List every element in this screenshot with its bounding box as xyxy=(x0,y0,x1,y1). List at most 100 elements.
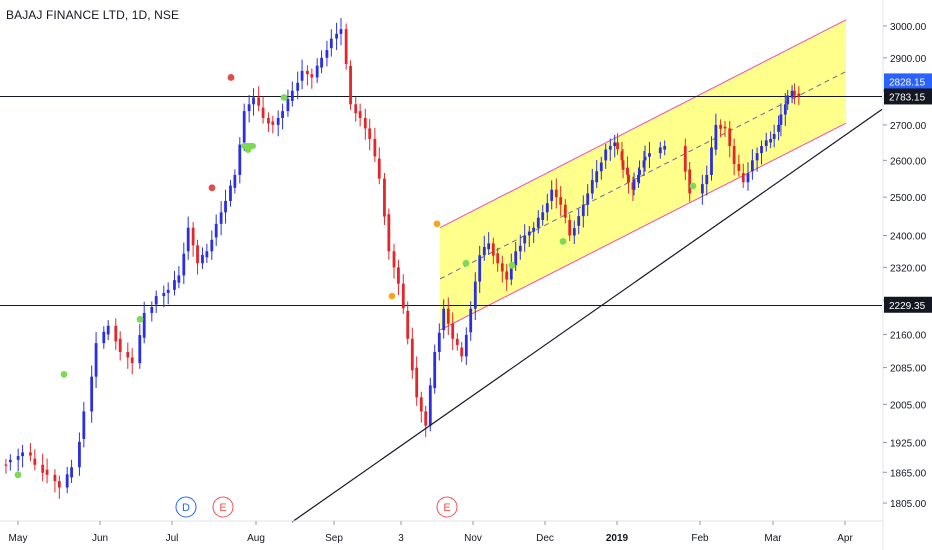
chart-title: BAJAJ FINANCE LTD, 1D, NSE xyxy=(6,8,180,22)
candle-body xyxy=(779,114,783,125)
time-tick-label: Feb xyxy=(691,533,709,544)
candle-body xyxy=(473,281,477,309)
candle-body xyxy=(532,227,536,232)
price-tick-label: 1925.00 xyxy=(890,439,927,450)
candle-body xyxy=(755,153,759,161)
candle-body xyxy=(90,376,94,412)
candle-body xyxy=(559,197,563,205)
signal-marker xyxy=(433,220,441,228)
candle-body xyxy=(638,169,641,175)
candle-body xyxy=(242,111,246,143)
candle-body xyxy=(65,474,69,488)
candle-body xyxy=(363,117,367,129)
candle-body xyxy=(627,174,630,183)
candle-body xyxy=(700,184,704,194)
event-badge-label: D xyxy=(182,502,190,514)
candle-body xyxy=(737,163,741,171)
candle-body xyxy=(626,167,629,175)
signal-marker xyxy=(388,292,396,300)
price-tick-label: 1805.00 xyxy=(890,499,927,510)
signal-marker xyxy=(559,237,567,245)
candle-body xyxy=(491,243,495,256)
candle-body xyxy=(191,227,195,246)
candle-body xyxy=(21,452,24,457)
support-trendline[interactable] xyxy=(291,108,883,523)
candle-body xyxy=(8,459,12,463)
candle-body xyxy=(541,212,545,220)
candle-body xyxy=(487,243,491,250)
candle-body xyxy=(306,70,309,75)
candle-body xyxy=(428,385,432,426)
candle-body xyxy=(150,307,154,313)
candle-body xyxy=(437,332,441,352)
candle-body xyxy=(233,174,237,188)
candle-body xyxy=(4,464,8,466)
channel-median-line xyxy=(439,71,847,280)
candle-body xyxy=(433,351,437,389)
signal-marker xyxy=(136,315,144,323)
candle-body xyxy=(568,219,572,236)
candle-body xyxy=(719,124,723,129)
candle-body xyxy=(329,38,333,49)
candle-body xyxy=(182,253,186,276)
candle-body xyxy=(723,126,727,129)
candle-body xyxy=(777,124,780,132)
candle-body xyxy=(252,97,255,105)
candle-body xyxy=(637,174,640,183)
candle-body xyxy=(621,160,625,170)
event-badge-circle xyxy=(212,496,234,518)
candle-body xyxy=(315,65,319,78)
candle-body xyxy=(387,214,391,252)
candle-body xyxy=(632,180,636,190)
candle-body xyxy=(173,280,176,290)
time-tick-label: Sep xyxy=(325,533,343,544)
candle-body xyxy=(257,97,261,106)
signal-marker xyxy=(508,261,516,269)
time-axis[interactable]: May Jun Jul Aug Sep 3 Nov Dec 2019 Feb Mar Apr xyxy=(0,520,883,544)
price-tick-label: 1865.00 xyxy=(890,468,927,479)
channel-lower-line xyxy=(439,122,847,331)
candle-body xyxy=(705,174,709,185)
signal-marker xyxy=(227,74,235,81)
price-tick-label: 2320.00 xyxy=(890,263,927,274)
candle-body xyxy=(505,271,509,280)
horizontal-levels[interactable] xyxy=(0,96,882,306)
candle-body xyxy=(130,357,134,364)
candle-body xyxy=(415,367,419,398)
price-axis[interactable]: 3000.002900.002800.002700.002600.002500.… xyxy=(882,0,932,550)
candle-body xyxy=(33,458,37,465)
candle-body xyxy=(478,255,482,282)
candle-body xyxy=(769,138,773,143)
candle-body xyxy=(790,90,794,98)
candle-body xyxy=(114,325,118,342)
price-tick-label: 2005.00 xyxy=(890,400,927,411)
candle-body xyxy=(613,142,617,147)
candle-body xyxy=(392,251,396,268)
candle-body xyxy=(648,153,651,157)
candle-body xyxy=(296,82,300,91)
time-tick-label: Nov xyxy=(464,533,482,544)
candle-body xyxy=(577,216,581,226)
price-tick-label: 2400.00 xyxy=(890,232,927,243)
candle-body xyxy=(186,227,190,252)
trend-channel[interactable] xyxy=(439,19,847,331)
candle-body xyxy=(460,347,464,357)
candle-body xyxy=(523,235,527,244)
candle-body xyxy=(349,65,352,105)
time-tick-label: Mar xyxy=(764,533,782,544)
price-tick-label: 2600.00 xyxy=(890,156,927,167)
candle-body xyxy=(482,246,486,256)
candle-body xyxy=(383,178,386,217)
candle-body xyxy=(281,111,284,118)
candle-body xyxy=(106,325,110,335)
signal-marker xyxy=(208,184,216,192)
candle-body xyxy=(224,200,227,213)
event-badge: D xyxy=(175,496,197,518)
candle-body xyxy=(464,334,468,357)
candle-body xyxy=(764,140,768,147)
signal-marker xyxy=(280,94,288,101)
candle-body xyxy=(57,481,61,488)
candle-body xyxy=(177,275,181,283)
